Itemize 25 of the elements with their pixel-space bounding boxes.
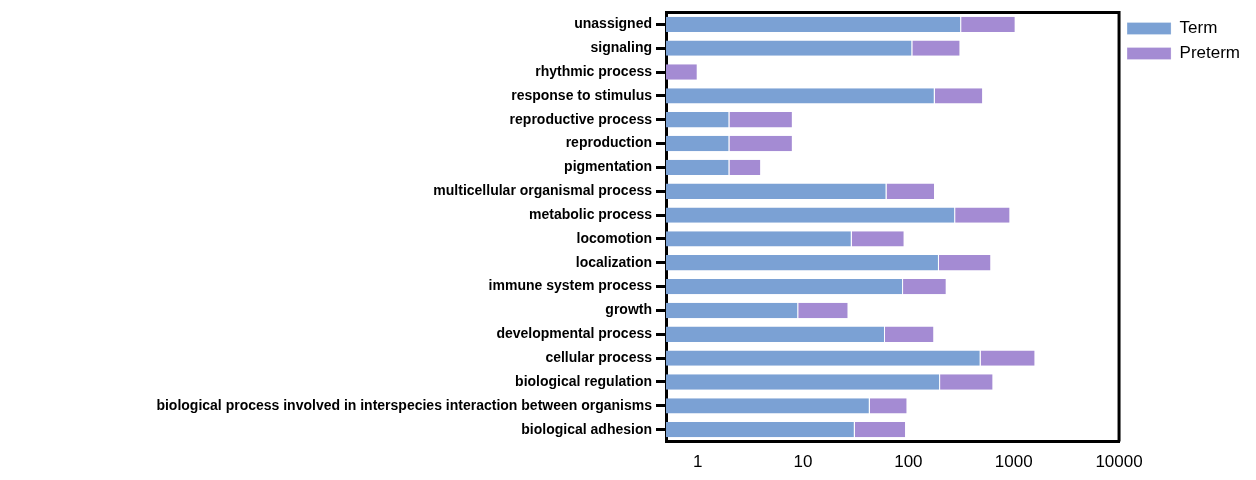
y-tick-label: biological process involved in interspecies interaction between organisms: [156, 396, 653, 413]
y-tick-label: cellular process: [545, 349, 653, 365]
x-tick-label: 1: [692, 452, 703, 472]
y-tick-label: signaling: [590, 39, 652, 56]
y-tick-label: unassigned: [574, 15, 652, 32]
y-tick-label: multicellular organismal process: [433, 182, 653, 199]
legend-label: Preterm: [1179, 43, 1241, 63]
legend-label: Term: [1179, 18, 1218, 38]
x-tick-label: 100: [894, 452, 923, 472]
y-tick-label: growth: [605, 301, 652, 318]
y-tick-label: developmental process: [496, 325, 653, 342]
y-tick-label: locomotion: [576, 229, 652, 246]
y-tick-label: reproduction: [565, 134, 652, 151]
x-tick-label: 10000: [1095, 452, 1143, 472]
y-tick-label: pigmentation: [564, 158, 652, 175]
y-tick-label: metabolic process: [529, 205, 653, 222]
y-tick-label: biological regulation: [515, 372, 652, 389]
y-tick-label: rhythmic process: [535, 62, 653, 79]
x-tick-label: 1000: [994, 452, 1033, 472]
y-tick-label: reproductive process: [509, 110, 653, 127]
y-tick-label: immune system process: [488, 277, 653, 294]
x-tick-label: 10: [793, 452, 813, 472]
y-tick-label: biological adhesion: [521, 420, 652, 437]
y-tick-label: response to stimulus: [511, 86, 653, 103]
y-tick-label: localization: [575, 253, 652, 270]
